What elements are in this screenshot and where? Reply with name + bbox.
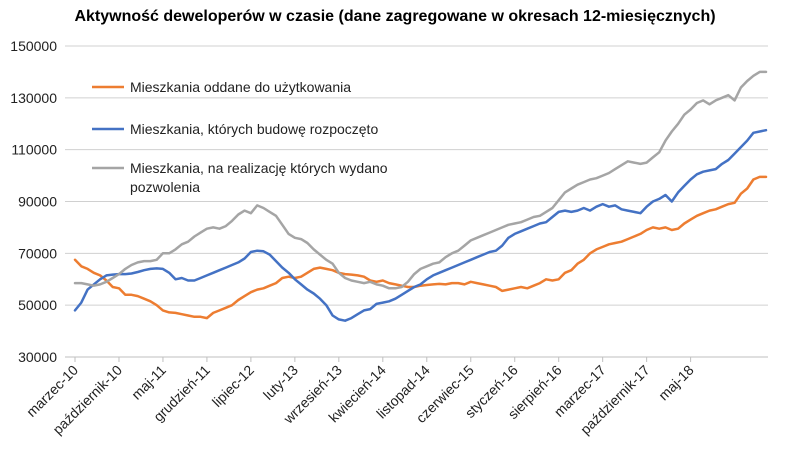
- legend-label-3: Mieszkania, na realizację których wydano: [130, 160, 388, 176]
- chart-title: Aktywność deweloperów w czasie (dane zag…: [74, 8, 716, 25]
- y-tick-labels: 30000 50000 70000 90000 110000 130000 150000: [10, 38, 57, 365]
- series-line-2: [73, 128, 768, 322]
- legend-label-3: pozwolenia: [130, 179, 200, 195]
- x-tick-label: maj-18: [655, 362, 697, 404]
- y-tick-label: 30000: [18, 349, 57, 365]
- legend: Mieszkania oddane do użytkowania Mieszkan…: [92, 79, 388, 195]
- x-tick-label: luty-13: [260, 362, 301, 403]
- legend-label-2: Mieszkania, których budowę rozpoczęto: [130, 121, 378, 137]
- y-tick-label: 150000: [10, 38, 57, 54]
- x-tick-label: lipiec-12: [209, 362, 257, 410]
- series-line-3: [73, 70, 768, 290]
- y-tick-label: 130000: [10, 90, 57, 106]
- y-tick-label: 90000: [18, 194, 57, 210]
- gridlines: [65, 45, 768, 306]
- x-tick-label: maj-11: [128, 362, 169, 403]
- axes: [65, 356, 768, 362]
- y-tick-label: 70000: [18, 245, 57, 261]
- y-tick-label: 50000: [18, 297, 57, 313]
- series-lines: [73, 70, 768, 322]
- legend-label-1: Mieszkania oddane do użytkowania: [130, 79, 351, 95]
- y-tick-label: 110000: [11, 142, 57, 158]
